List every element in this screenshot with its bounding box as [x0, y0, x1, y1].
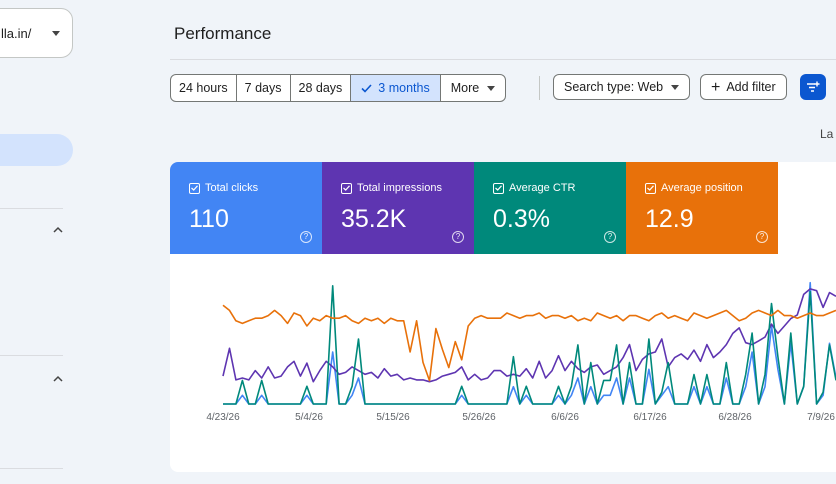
x-tick-label: 4/23/26: [206, 412, 240, 423]
sidebar-divider: [0, 355, 63, 356]
help-icon[interactable]: ?: [452, 231, 464, 243]
series-line-total-impressions: [222, 288, 836, 383]
last-updated-text: La: [820, 127, 834, 141]
sidebar: lla.in/: [0, 0, 96, 484]
range-3-months[interactable]: 3 months: [351, 75, 441, 101]
toolbar-separator: [539, 76, 540, 100]
x-tick-label: 5/26/26: [462, 412, 496, 423]
metric-total-impressions[interactable]: Total impressions 35.2K ?: [322, 162, 474, 254]
performance-card: Total clicks 110 ? Total impressions 35.…: [170, 162, 836, 472]
sidebar-divider: [0, 468, 63, 469]
property-selector[interactable]: lla.in/: [0, 8, 73, 58]
metric-label: Average position: [661, 182, 743, 194]
metric-label: Total impressions: [357, 182, 442, 194]
range-3-months-label: 3 months: [378, 81, 430, 95]
x-tick-label: 5/15/26: [376, 412, 410, 423]
x-tick-label: 7/9/26: [807, 412, 835, 423]
add-filter-label: Add filter: [726, 80, 776, 94]
add-filter-button[interactable]: + Add filter: [700, 74, 787, 100]
range-24-hours[interactable]: 24 hours: [171, 75, 237, 101]
x-tick-label: 5/4/26: [295, 412, 323, 423]
help-icon[interactable]: ?: [300, 231, 312, 243]
checkbox-checked-icon: [645, 182, 656, 194]
metric-label: Total clicks: [205, 182, 259, 194]
chevron-up-icon[interactable]: [53, 224, 63, 234]
chevron-down-icon: [52, 31, 60, 36]
metric-value: 0.3%: [493, 205, 550, 233]
search-type-label: Search type: Web: [564, 80, 664, 94]
metric-value: 35.2K: [341, 205, 407, 233]
range-more-label: More: [450, 81, 480, 95]
plus-icon: +: [711, 79, 721, 96]
metric-average-ctr[interactable]: Average CTR 0.3% ?: [474, 162, 626, 254]
help-icon[interactable]: ?: [756, 231, 768, 243]
page-title: Performance: [174, 24, 272, 43]
checkbox-checked-icon: [189, 182, 200, 194]
chevron-down-icon: [671, 85, 680, 91]
x-tick-label: 6/17/26: [633, 412, 667, 423]
chevron-up-icon[interactable]: [53, 373, 63, 383]
series-line-average-position: [222, 304, 836, 382]
filter-list-icon: [807, 81, 820, 92]
performance-line-chart: 4/23/26 5/4/26 5/15/26 5/26/26 6/6/26 6/17/26…: [206, 281, 836, 423]
checkbox-checked-icon: [341, 182, 352, 194]
metric-total-clicks[interactable]: Total clicks 110 ?: [170, 162, 322, 254]
date-range-selector: 24 hours 7 days 28 days 3 months More: [170, 74, 507, 102]
sidebar-divider: [0, 208, 63, 209]
header-divider: [170, 59, 836, 60]
property-selector-label: lla.in/: [1, 26, 32, 41]
range-more[interactable]: More: [441, 75, 505, 101]
sidebar-item-performance[interactable]: [0, 134, 73, 166]
metric-label: Average CTR: [509, 182, 576, 194]
series-line-average-ctr: [223, 285, 836, 405]
range-7-days[interactable]: 7 days: [237, 75, 291, 101]
chevron-down-icon: [487, 86, 496, 92]
metric-value: 12.9: [645, 205, 694, 233]
check-icon: [361, 84, 372, 93]
help-icon[interactable]: ?: [604, 231, 616, 243]
metric-average-position[interactable]: Average position 12.9 ?: [626, 162, 778, 254]
metric-value: 110: [189, 205, 229, 233]
x-tick-label: 6/28/26: [718, 412, 752, 423]
checkbox-checked-icon: [493, 182, 504, 194]
search-type-chip[interactable]: Search type: Web: [553, 74, 691, 100]
range-28-days[interactable]: 28 days: [291, 75, 352, 101]
filter-list-button[interactable]: [800, 74, 826, 100]
series-line-total-clicks: [223, 281, 836, 405]
x-tick-label: 6/6/26: [551, 412, 579, 423]
